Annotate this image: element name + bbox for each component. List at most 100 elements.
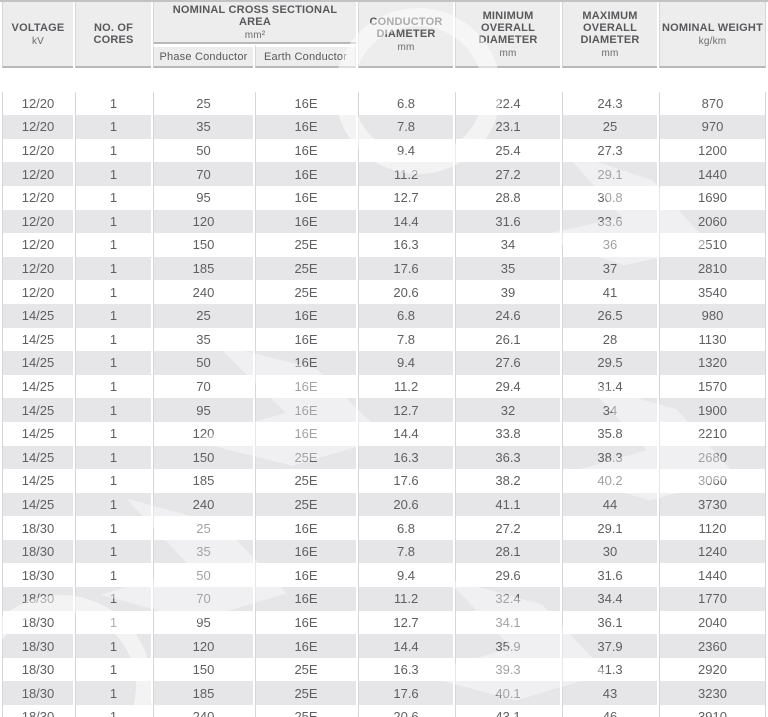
cell: 16E [255, 374, 357, 399]
cell: 18/30 [2, 610, 73, 635]
cell: 1 [75, 351, 151, 375]
cell: 16E [255, 115, 357, 139]
cell: 35.9 [455, 634, 561, 658]
cell: 185 [153, 256, 253, 281]
cell: 16E [255, 563, 357, 588]
cell: 26.1 [455, 327, 561, 352]
table-row: 14/25 1 185 25E 17.6 38.2 40.2 3060 [2, 469, 767, 493]
cell: 16E [255, 421, 357, 446]
cell: 2920 [659, 657, 767, 682]
cell: 240 [153, 705, 253, 717]
cell: 14/25 [2, 469, 73, 493]
cell: 16E [255, 303, 357, 328]
cell: 25 [153, 303, 253, 328]
cell: 43 [562, 681, 658, 706]
cell: 7.8 [358, 539, 454, 564]
table-row: 14/25 1 95 16E 12.7 32 34 1900 [2, 398, 767, 422]
cell: 12/20 [2, 138, 73, 163]
cell: 17.6 [358, 681, 454, 706]
cell: 31.6 [562, 563, 658, 588]
cell: 32.4 [455, 587, 561, 611]
cell: 1 [75, 516, 151, 540]
table-row: 12/20 1 120 16E 14.4 31.6 33.6 2060 [2, 209, 767, 234]
cell: 1 [75, 115, 151, 139]
cell: 120 [153, 209, 253, 234]
cell: 12.7 [358, 185, 454, 210]
cell: 2810 [659, 256, 767, 281]
cell: 28.1 [455, 539, 561, 564]
cell: 50 [153, 351, 253, 375]
col-header-label: NOMINAL WEIGHT [662, 21, 763, 34]
cell: 1440 [659, 563, 767, 588]
cell: 18/30 [2, 657, 73, 682]
cell: 14/25 [2, 421, 73, 446]
cell: 6.8 [358, 516, 454, 540]
cell: 25E [255, 469, 357, 493]
cell: 12/20 [2, 280, 73, 304]
cell: 16.3 [358, 657, 454, 682]
col-header-nominal-weight: NOMINAL WEIGHT kg/km [659, 2, 767, 68]
cell: 2680 [659, 445, 767, 470]
table-body: 12/20 1 25 16E 6.8 22.4 24.3 870 12/20 1 35 16E 7.8 2… [2, 68, 767, 717]
col-header-unit: mm² [244, 29, 266, 41]
table-row: 18/30 1 25 16E 6.8 27.2 29.1 1120 [2, 516, 767, 540]
cell: 38.3 [562, 445, 658, 470]
cell: 2060 [659, 209, 767, 234]
cell: 18/30 [2, 587, 73, 611]
cell: 14/25 [2, 374, 73, 399]
table-row: 12/20 1 70 16E 11.2 27.2 29.1 1440 [2, 162, 767, 186]
col-header-label: NO. OF CORES [93, 22, 134, 46]
cell: 29.1 [562, 516, 658, 540]
cell: 39.3 [455, 657, 561, 682]
cell: 1240 [659, 539, 767, 564]
cell: 25 [153, 91, 253, 116]
cell: 970 [659, 115, 767, 139]
table-row: 14/25 1 70 16E 11.2 29.4 31.4 1570 [2, 374, 767, 399]
cell: 14.4 [358, 634, 454, 658]
cell: 33.6 [562, 209, 658, 234]
cell: 14/25 [2, 327, 73, 352]
cell: 41.1 [455, 492, 561, 517]
cell: 1 [75, 421, 151, 446]
cell: 46 [562, 705, 658, 717]
cell: 6.8 [358, 303, 454, 328]
cell: 1440 [659, 162, 767, 186]
cell: 34 [562, 398, 658, 422]
cell: 16E [255, 138, 357, 163]
cell: 16E [255, 91, 357, 116]
cell: 37.9 [562, 634, 658, 658]
table-row: 18/30 1 150 25E 16.3 39.3 41.3 2920 [2, 657, 767, 682]
cell: 16E [255, 610, 357, 635]
cell: 16E [255, 327, 357, 352]
cell: 1320 [659, 351, 767, 375]
cell: 12/20 [2, 233, 73, 257]
cell: 12/20 [2, 256, 73, 281]
cell: 18/30 [2, 516, 73, 540]
cell: 12/20 [2, 115, 73, 139]
cell: 20.6 [358, 492, 454, 517]
cell: 11.2 [358, 162, 454, 186]
cell: 16E [255, 162, 357, 186]
cell: 3910 [659, 705, 767, 717]
cell: 41 [562, 280, 658, 304]
cell: 1 [75, 634, 151, 658]
cell: 35.8 [562, 421, 658, 446]
cell: 1 [75, 91, 151, 116]
cell: 12.7 [358, 610, 454, 635]
cell: 25E [255, 492, 357, 517]
cell: 185 [153, 469, 253, 493]
col-subheader-earth-conductor: Earth Conductor [255, 44, 357, 68]
cell: 16E [255, 209, 357, 234]
cell: 26.5 [562, 303, 658, 328]
col-header-label: CONDUCTOR DIAMETER [369, 15, 443, 40]
cell: 1690 [659, 185, 767, 210]
table-row: 12/20 1 35 16E 7.8 23.1 25 970 [2, 115, 767, 139]
table-row: 14/25 1 50 16E 9.4 27.6 29.5 1320 [2, 351, 767, 375]
cell: 25.4 [455, 138, 561, 163]
col-header-min-overall-diameter: MINIMUM OVERALL DIAMETER mm [455, 2, 561, 68]
table-row: 12/20 1 240 25E 20.6 39 41 3540 [2, 280, 767, 304]
cell: 25E [255, 705, 357, 717]
cell: 40.2 [562, 469, 658, 493]
cell: 16E [255, 398, 357, 422]
cell: 1 [75, 563, 151, 588]
